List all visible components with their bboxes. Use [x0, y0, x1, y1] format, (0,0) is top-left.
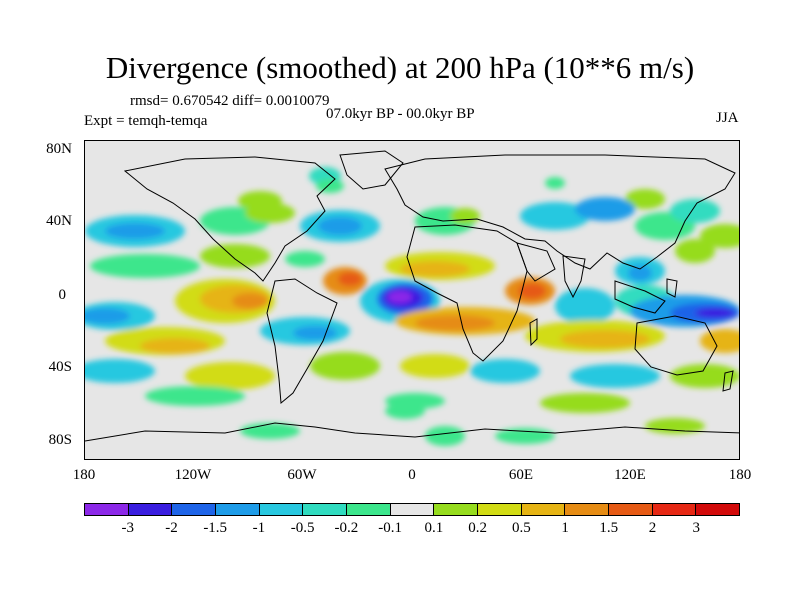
- colorbar-swatch-5: [303, 504, 348, 515]
- colorbar-level-label: 0.1: [424, 520, 444, 536]
- colorbar-swatch-8: [434, 504, 479, 515]
- colorbar-level-label: -0.5: [290, 520, 315, 536]
- colorbar-level-label: -3: [121, 520, 134, 536]
- colorbar-swatch-3: [216, 504, 260, 515]
- colorbar-swatch-0: [85, 504, 129, 515]
- map-panel: [84, 140, 740, 460]
- colorbar-level-label: -2: [165, 520, 178, 536]
- coastlines: [85, 150, 739, 442]
- experiment-label: Expt = temqh-temqa: [84, 113, 208, 129]
- lat-label-0: 0: [58, 287, 67, 303]
- colorbar-level-label: -1.5: [203, 520, 228, 536]
- lon-label-180w: 180: [72, 467, 96, 483]
- divergence-contours: [85, 167, 739, 446]
- divergence-field: [85, 150, 739, 446]
- colorbar-swatch-11: [565, 504, 610, 515]
- colorbar-level-label: -0.1: [378, 520, 402, 536]
- lon-label-0: 0: [408, 467, 416, 483]
- colorbar-level-label: -1: [252, 520, 266, 536]
- colorbar-swatch-4: [259, 504, 304, 515]
- colorbar-level-label: 3: [692, 520, 701, 536]
- colorbar-swatch-7: [390, 504, 435, 515]
- colorbar-swatch-2: [172, 504, 217, 515]
- lat-label-40s: 40S: [48, 359, 72, 375]
- lon-label-180e: 180: [728, 467, 752, 483]
- colorbar-level-label: -0.2: [334, 520, 359, 536]
- colorbar-swatch-1: [128, 504, 173, 515]
- lat-label-80n: 80N: [46, 141, 72, 157]
- lon-label-120e: 120E: [614, 467, 646, 483]
- period-label: 07.0kyr BP - 00.0kyr BP: [326, 106, 475, 122]
- colorbar-swatch-12: [609, 504, 653, 515]
- map-title: Divergence (smoothed) at 200 hPa (10**6 …: [105, 50, 695, 85]
- lat-label-40n: 40N: [46, 213, 72, 229]
- colorbar-swatch-13: [652, 504, 697, 515]
- colorbar-level-label: 1: [561, 520, 569, 536]
- colorbar-level-label: 2: [648, 520, 657, 536]
- colorbar-level-label: 1.5: [599, 520, 619, 536]
- season-label: JJA: [716, 110, 739, 126]
- colorbar-swatch-6: [347, 504, 391, 515]
- colorbar-level-label: 0.5: [511, 520, 531, 536]
- lon-label-60e: 60E: [508, 467, 534, 483]
- colorbar-swatch-14: [696, 504, 740, 515]
- lon-label-60w: 60W: [287, 467, 317, 483]
- colorbar-swatch-10: [521, 504, 566, 515]
- stats-line: rmsd= 0.670542 diff= 0.0010079: [130, 93, 330, 109]
- lat-label-80s: 80S: [48, 432, 72, 448]
- lon-label-120w: 120W: [174, 467, 212, 483]
- colorbar-level-label: 0.2: [468, 520, 487, 536]
- colorbar: [84, 503, 740, 516]
- colorbar-swatch-9: [478, 504, 522, 515]
